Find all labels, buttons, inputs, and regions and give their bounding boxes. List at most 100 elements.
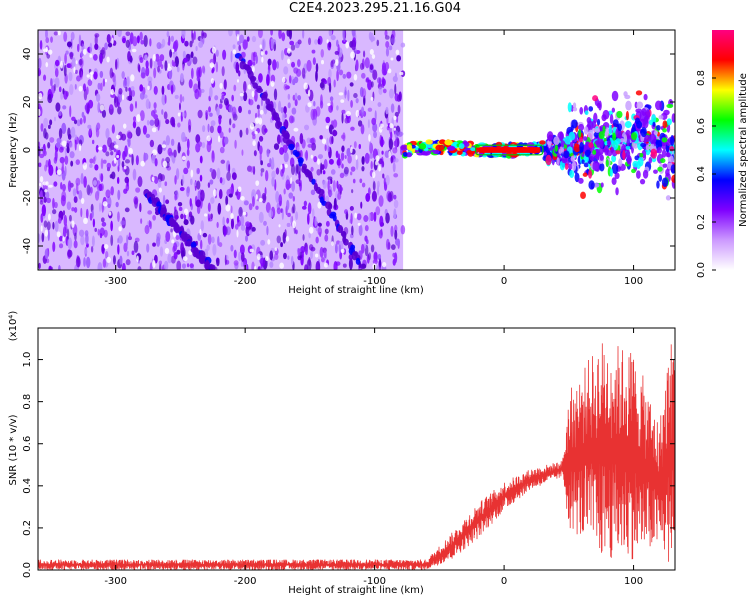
trace-scatter-mark — [573, 143, 581, 153]
noise-speckle — [310, 189, 316, 196]
noise-gap — [387, 68, 392, 74]
noise-speckle — [281, 112, 286, 123]
noise-speckle — [163, 260, 169, 270]
noise-gap — [378, 126, 383, 133]
noise-speckle — [286, 222, 291, 228]
noise-speckle — [278, 30, 282, 40]
noise-speckle — [122, 150, 126, 161]
trace-band-mark — [402, 151, 408, 157]
noise-speckle — [332, 119, 338, 128]
noise-speckle — [100, 217, 105, 223]
noise-speckle — [84, 230, 89, 237]
noise-speckle — [370, 81, 374, 88]
noise-speckle — [384, 35, 390, 40]
noise-speckle — [131, 89, 136, 97]
noise-gap — [274, 247, 278, 252]
noise-speckle — [90, 245, 94, 253]
noise-speckle — [364, 235, 368, 242]
noise-speckle — [373, 130, 378, 139]
noise-speckle — [117, 189, 121, 201]
noise-speckle — [324, 195, 330, 203]
noise-speckle — [48, 124, 51, 129]
noise-speckle — [87, 79, 93, 87]
noise-gap — [118, 226, 122, 232]
noise-speckle — [223, 98, 229, 106]
noise-speckle — [228, 193, 233, 198]
noise-speckle — [105, 128, 110, 139]
noise-speckle — [38, 262, 41, 269]
trace-scatter-mark — [616, 110, 623, 119]
noise-speckle — [56, 137, 62, 144]
noise-gap — [249, 122, 255, 130]
diagonal-feature-mark — [181, 233, 187, 242]
diagonal-feature-mark — [294, 151, 300, 158]
noise-gap — [286, 48, 291, 54]
noise-speckle — [49, 137, 55, 143]
noise-speckle — [355, 97, 359, 104]
noise-speckle — [166, 30, 170, 37]
diagonal-feature-mark — [277, 121, 283, 128]
noise-speckle — [338, 244, 342, 254]
noise-speckle — [205, 109, 209, 117]
noise-speckle — [167, 147, 173, 157]
noise-speckle — [361, 88, 367, 99]
noise-speckle — [359, 178, 363, 184]
noise-gap — [323, 262, 329, 268]
noise-speckle — [334, 243, 338, 254]
noise-gap — [370, 96, 374, 101]
noise-speckle — [290, 44, 296, 51]
trace-scatter-mark — [609, 113, 614, 125]
noise-speckle — [257, 30, 263, 39]
noise-gap — [104, 78, 108, 83]
noise-gap — [307, 102, 312, 108]
noise-gap — [368, 133, 371, 142]
noise-speckle — [396, 55, 402, 62]
spectrogram-x-tick-label: 100 — [624, 276, 643, 287]
noise-speckle — [297, 39, 302, 45]
noise-speckle — [165, 231, 171, 243]
noise-speckle — [219, 131, 224, 139]
noise-speckle — [91, 139, 95, 145]
noise-speckle — [307, 143, 313, 148]
noise-speckle — [194, 88, 200, 100]
noise-speckle — [328, 82, 332, 93]
noise-speckle — [276, 61, 280, 69]
snr-x-label: Height of straight line (km) — [288, 585, 424, 596]
noise-gap — [315, 253, 319, 258]
noise-speckle — [54, 77, 60, 88]
noise-speckle — [109, 174, 113, 179]
noise-speckle — [258, 135, 264, 142]
noise-speckle — [297, 248, 301, 257]
noise-gap — [56, 169, 62, 175]
snr-x-ticks: -300 -200 -100 0 100 — [104, 328, 643, 587]
noise-speckle — [86, 86, 89, 95]
noise-speckle — [368, 31, 372, 41]
trace-scatter-mark — [670, 135, 675, 147]
noise-speckle — [199, 155, 203, 164]
noise-speckle — [301, 250, 304, 259]
noise-speckle — [216, 221, 219, 228]
noise-gap — [255, 117, 260, 124]
noise-speckle — [152, 242, 156, 247]
trace-scatter-mark — [546, 140, 552, 146]
noise-speckle — [139, 202, 142, 213]
trace-scatter-mark — [582, 136, 588, 141]
noise-gap — [147, 85, 150, 91]
noise-speckle — [164, 60, 168, 72]
noise-speckle — [201, 65, 206, 74]
trace-scatter-mark — [621, 144, 627, 152]
noise-speckle — [77, 43, 80, 53]
noise-speckle — [283, 83, 288, 91]
noise-gap — [164, 247, 170, 254]
noise-speckle — [325, 116, 331, 124]
trace-core-outline — [475, 144, 544, 156]
trace-scatter-mark — [652, 121, 656, 127]
noise-speckle — [95, 127, 100, 138]
trace-scatter-mark — [618, 158, 623, 167]
noise-speckle — [125, 39, 130, 48]
noise-speckle — [64, 165, 67, 177]
noise-speckle — [388, 88, 395, 99]
noise-speckle — [270, 38, 274, 50]
noise-gap — [346, 110, 351, 117]
noise-speckle — [333, 197, 337, 210]
